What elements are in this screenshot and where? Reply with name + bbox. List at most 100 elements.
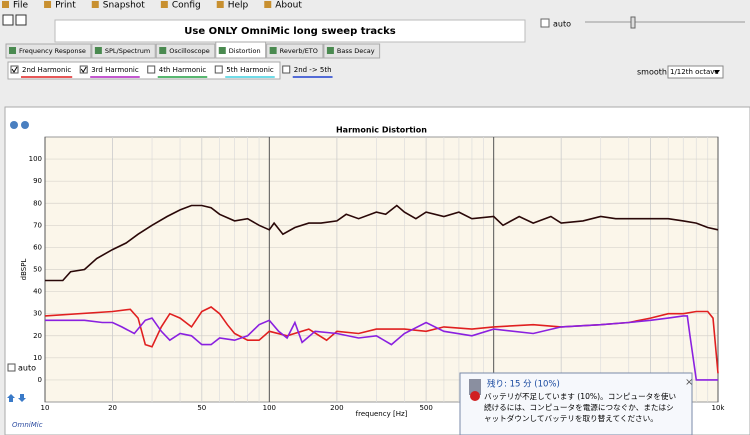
menu-item[interactable]: Config bbox=[172, 1, 201, 11]
y-axis-label: dBSPL bbox=[20, 259, 28, 281]
tab[interactable]: Frequency Response bbox=[5, 43, 92, 59]
zoom-icon[interactable] bbox=[10, 121, 18, 129]
tab[interactable]: Oscilloscope bbox=[155, 43, 216, 59]
check-mark bbox=[11, 66, 18, 73]
checkbox[interactable] bbox=[282, 65, 291, 74]
menu-item[interactable]: Snapshot bbox=[103, 1, 146, 11]
smoothing-value: 1/12th octave bbox=[670, 68, 719, 76]
auto-checkbox[interactable] bbox=[540, 18, 550, 28]
notification-title: 残り: 15 分 (10%) bbox=[487, 379, 560, 390]
series-line bbox=[45, 204, 719, 282]
harmonic-panel bbox=[7, 61, 281, 80]
tab-label: Oscilloscope bbox=[169, 47, 210, 55]
tab-bg bbox=[5, 43, 92, 59]
y-tick-label: 100 bbox=[29, 155, 42, 163]
tab-icon bbox=[269, 47, 277, 54]
tab-label: SPL/Spectrum bbox=[105, 47, 150, 55]
smoothing-label: smoothing bbox=[637, 68, 679, 77]
close-button[interactable]: × bbox=[685, 377, 693, 388]
smoothing-select[interactable] bbox=[667, 65, 724, 79]
zoom-icon[interactable] bbox=[21, 121, 29, 129]
checkbox-label: 2nd Harmonic bbox=[22, 66, 71, 74]
y-tick-label: 10 bbox=[33, 354, 42, 362]
y-tick-label: 80 bbox=[33, 199, 42, 207]
x-tick-label: 20 bbox=[108, 404, 117, 412]
x-tick-label: 10k bbox=[712, 404, 726, 412]
checkbox[interactable] bbox=[79, 65, 88, 74]
notification-line: バッテリが不足しています (10%)。コンピュータを使い bbox=[484, 391, 676, 401]
tab-icon bbox=[9, 47, 16, 54]
ui: File Print Snapshot Config Help About Frequenc… bbox=[2, 1, 381, 78]
menu-icon bbox=[91, 1, 99, 8]
icon[interactable] bbox=[2, 14, 14, 26]
arrow-icon[interactable] bbox=[7, 394, 15, 402]
menu-icon bbox=[2, 1, 9, 8]
tab-label: Reverb/ETO bbox=[280, 47, 318, 55]
y-tick-label: 90 bbox=[33, 177, 42, 185]
tab[interactable]: Reverb/ETO bbox=[266, 43, 324, 59]
menu-icon bbox=[216, 1, 224, 8]
series-line bbox=[45, 315, 718, 381]
y-tick-label: 50 bbox=[33, 266, 42, 274]
tab-label: Frequency Response bbox=[19, 47, 86, 55]
error-icon bbox=[470, 391, 480, 401]
banner: Use ONLY OmniMic long sweep tracks bbox=[184, 26, 395, 37]
tab-icon bbox=[94, 47, 102, 54]
y-tick-label: 20 bbox=[33, 332, 42, 340]
tab-bg bbox=[155, 43, 216, 59]
series-line bbox=[44, 306, 719, 374]
y-tick-label: 70 bbox=[33, 221, 42, 229]
y-tick-label: 0 bbox=[38, 376, 42, 384]
y-tick-label: 60 bbox=[33, 243, 42, 251]
x-tick-label: 100 bbox=[263, 404, 276, 412]
tab[interactable]: Distortion bbox=[215, 41, 267, 59]
battery-icon bbox=[469, 379, 481, 395]
tab-icon bbox=[159, 47, 167, 54]
auto-label: auto bbox=[553, 20, 571, 29]
menu-icon bbox=[160, 1, 168, 8]
checkbox-label: 3rd Harmonic bbox=[91, 66, 139, 74]
icon[interactable] bbox=[15, 14, 27, 26]
notification-box bbox=[459, 372, 693, 435]
x-tick-label: 50 bbox=[197, 404, 206, 412]
tab-icon bbox=[326, 47, 334, 54]
checkbox-label: 4th Harmonic bbox=[159, 66, 207, 74]
checkbox-label: 2nd -> 5th bbox=[294, 66, 332, 74]
menu-item[interactable]: File bbox=[13, 1, 29, 11]
menu-item[interactable]: Help bbox=[228, 1, 249, 11]
x-tick-label: 500 bbox=[419, 404, 432, 412]
tab-bg bbox=[323, 43, 381, 59]
checkbox[interactable] bbox=[10, 65, 19, 74]
brand: OmniMic bbox=[12, 421, 43, 429]
y-tick-label: 40 bbox=[33, 288, 42, 296]
tab-icon bbox=[218, 47, 226, 54]
notification: 残り: 15 分 (10%) × バッテリが不足しています (10%)。コンピュ… bbox=[459, 372, 693, 435]
menu-item[interactable]: Print bbox=[55, 1, 76, 11]
checkbox[interactable] bbox=[214, 65, 223, 74]
notification-line: ャットダウンしてバッテリを取り替えてください。 bbox=[484, 413, 658, 423]
y-tick-label: 30 bbox=[33, 310, 42, 318]
banner-box bbox=[54, 19, 526, 43]
tab-label: Bass Decay bbox=[337, 47, 375, 55]
menu-icon bbox=[264, 1, 272, 8]
arrow-icon[interactable] bbox=[18, 394, 26, 402]
tab[interactable]: SPL/Spectrum bbox=[91, 43, 156, 59]
dropdown-arrow bbox=[714, 70, 720, 74]
x-tick-label: 10 bbox=[41, 404, 50, 412]
x-axis-label: frequency [Hz] bbox=[356, 410, 408, 418]
checkbox[interactable] bbox=[147, 65, 156, 74]
tab-bg bbox=[215, 41, 267, 59]
x-tick-label: 200 bbox=[330, 404, 343, 412]
menu-icon bbox=[44, 1, 52, 8]
tab-label: Distortion bbox=[229, 47, 261, 55]
menu-item[interactable]: About bbox=[275, 1, 302, 11]
tab-bg bbox=[91, 43, 156, 59]
slider-thumb[interactable] bbox=[630, 16, 636, 29]
tab[interactable]: Bass Decay bbox=[323, 43, 381, 59]
notification-line: 続けるには、コンピュータを電源につなぐか、またはシ bbox=[484, 402, 674, 412]
chart-auto-checkbox[interactable] bbox=[7, 363, 16, 372]
check-mark bbox=[80, 66, 87, 73]
checkbox-label: 5th Harmonic bbox=[226, 66, 274, 74]
